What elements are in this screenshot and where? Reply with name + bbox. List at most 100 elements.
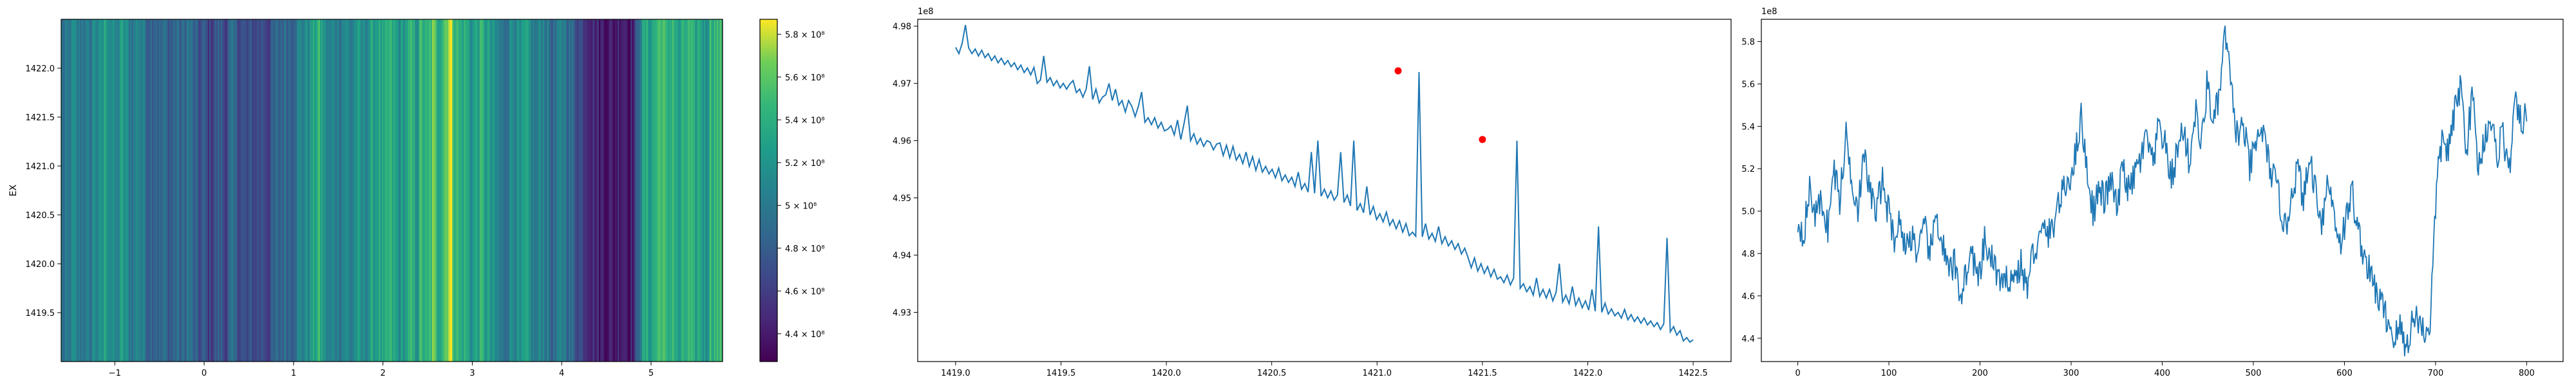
heatmap-cell [570, 19, 573, 362]
heatmap-cell [478, 19, 480, 362]
heatmap-cell [147, 19, 149, 362]
heatmap-cell [471, 19, 473, 362]
line2-y-tick-label: 4.4 [1741, 335, 1755, 344]
heatmap-cell [511, 19, 513, 362]
heatmap-x-axis: −1 0 1 2 3 4 5 [109, 362, 654, 378]
heatmap-cell [666, 19, 668, 362]
heatmap-cell [452, 19, 455, 362]
heatmap-cell [424, 19, 427, 362]
heatmap-cell [298, 19, 301, 362]
heatmap-cell [477, 19, 479, 362]
line1-x-tick-label: 1419.0 [941, 369, 971, 378]
line2-x-tick-label: 800 [2519, 369, 2535, 378]
heatmap-cell [550, 19, 552, 362]
heatmap-cell [343, 19, 345, 362]
heatmap-cell [106, 19, 108, 362]
heatmap-cell [115, 19, 118, 362]
heatmap-y-axis-label: EX [8, 184, 19, 196]
heatmap-cell [372, 19, 374, 362]
heatmap-cell [94, 19, 97, 362]
heatmap-cell [538, 19, 541, 362]
heatmap-cell [61, 19, 63, 362]
heatmap-cell [446, 19, 449, 362]
heatmap-cell [93, 19, 95, 362]
heatmap-cell [589, 19, 591, 362]
heatmap-cell [251, 19, 253, 362]
heatmap-cell [656, 19, 659, 362]
heatmap-cell [632, 19, 634, 362]
heatmap-cell [475, 19, 477, 362]
heatmap-cell [649, 19, 651, 362]
heatmap-cell [551, 19, 554, 362]
heatmap-cell [375, 19, 378, 362]
heatmap-cell [192, 19, 194, 362]
heatmap-cell [312, 19, 315, 362]
heatmap-cell [554, 19, 556, 362]
heatmap-cell [659, 19, 661, 362]
heatmap-cell [389, 19, 391, 362]
heatmap-cell [445, 19, 447, 362]
heatmap-cell [91, 19, 93, 362]
heatmap-cell [75, 19, 78, 362]
heatmap-cell [383, 19, 385, 362]
line1-y-tick-label: 4.95 [893, 194, 911, 204]
line1-x-tick-label: 1421.0 [1363, 369, 1392, 378]
heatmap-cell [380, 19, 383, 362]
heatmap-cell [412, 19, 414, 362]
heatmap-cell [252, 19, 254, 362]
line1-y-tick-label: 4.97 [893, 80, 911, 89]
heatmap-cell [370, 19, 372, 362]
heatmap-cell [504, 19, 506, 362]
heatmap-cell [676, 19, 679, 362]
colorbar-tick-label: 5.2 × 10⁸ [785, 159, 825, 169]
line1-highlight-point [1394, 67, 1402, 75]
line1-x-axis: 1419.0 1419.5 1420.0 1420.5 1421.0 1421.5 1422… [941, 362, 1708, 378]
heatmap-cell [670, 19, 673, 362]
heatmap-cell [690, 19, 693, 362]
heatmap-cell [108, 19, 111, 362]
heatmap-cell [124, 19, 127, 362]
heatmap-cell [150, 19, 153, 362]
heatmap-cell [623, 19, 625, 362]
colorbar-gradient [759, 19, 778, 362]
heatmap-cell [327, 19, 329, 362]
heatmap-cell [590, 19, 592, 362]
heatmap-cell [408, 19, 410, 362]
heatmap-cell [410, 19, 413, 362]
heatmap-cell [81, 19, 84, 362]
heatmap-cell [314, 19, 316, 362]
heatmap-cell [542, 19, 545, 362]
heatmap-cell [143, 19, 146, 362]
heatmap-cell [241, 19, 243, 362]
heatmap-cell [242, 19, 245, 362]
heatmap-cell [701, 19, 703, 362]
heatmap-cell [498, 19, 500, 362]
heatmap-y-tick-label: 1420.0 [26, 260, 55, 270]
heatmap-cell [458, 19, 460, 362]
heatmap-cell [223, 19, 226, 362]
heatmap-cell [281, 19, 283, 362]
line1-x-tick-label: 1422.5 [1678, 369, 1708, 378]
heatmap-cell [305, 19, 308, 362]
heatmap-cell [109, 19, 112, 362]
heatmap-cell [402, 19, 404, 362]
heatmap-cell [316, 19, 318, 362]
heatmap-cell [714, 19, 716, 362]
heatmap-cell [522, 19, 525, 362]
heatmap-cell [709, 19, 712, 362]
heatmap-cell [488, 19, 490, 362]
heatmap-cell [233, 19, 236, 362]
heatmap-cell [647, 19, 650, 362]
heatmap-cell [675, 19, 677, 362]
line1-x-tick-label: 1421.5 [1468, 369, 1497, 378]
heatmap-cell [453, 19, 456, 362]
heatmap-cell [705, 19, 708, 362]
heatmap-cell [272, 19, 275, 362]
heatmap-cell [663, 19, 666, 362]
heatmap-cell [702, 19, 705, 362]
heatmap-cell [514, 19, 516, 362]
heatmap-cell [297, 19, 299, 362]
line2-y-tick-label: 4.6 [1741, 292, 1755, 302]
heatmap-cell [683, 19, 686, 362]
heatmap-cell [170, 19, 173, 362]
